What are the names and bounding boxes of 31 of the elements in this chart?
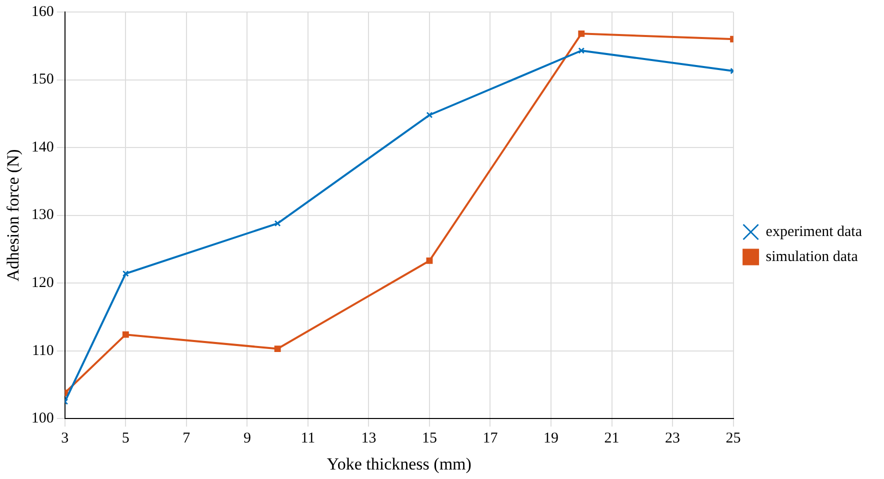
- x-tick-label: 25: [726, 430, 741, 447]
- point: [274, 220, 281, 227]
- point: [426, 257, 433, 264]
- point: [122, 270, 129, 277]
- x-tick-label: 3: [61, 430, 69, 447]
- point: [578, 30, 585, 37]
- x-tick-label: 7: [182, 430, 191, 447]
- x-tick-label: 19: [544, 430, 559, 447]
- x-tick-label: 9: [243, 430, 251, 447]
- y-tick-label: 140: [31, 139, 54, 156]
- x-tick-label: 23: [665, 430, 680, 447]
- point: [426, 112, 433, 118]
- y-tick-label: 110: [32, 342, 54, 359]
- y-tick-label: 130: [31, 207, 54, 224]
- x-tick-label: 17: [482, 430, 498, 447]
- point: [274, 346, 281, 352]
- point: [578, 47, 585, 54]
- y-tick-label: 120: [31, 275, 54, 292]
- y-axis-title: Adhesion force (N): [4, 149, 23, 282]
- x-tick-label: 21: [604, 430, 620, 447]
- y-tick-label: 100: [31, 410, 54, 427]
- legend-label: simulation data: [766, 248, 858, 265]
- y-tick-label: 150: [31, 72, 54, 88]
- legend-label: experiment data: [766, 224, 862, 240]
- y-tick-label: 160: [31, 4, 54, 20]
- x-axis-title: Yoke thickness (mm): [326, 454, 472, 474]
- x-tick-label: 11: [300, 430, 316, 447]
- x-tick-label: 15: [422, 430, 437, 447]
- point: [122, 331, 129, 338]
- x-tick-label: 13: [361, 430, 376, 447]
- x-tick-label: 5: [122, 430, 130, 447]
